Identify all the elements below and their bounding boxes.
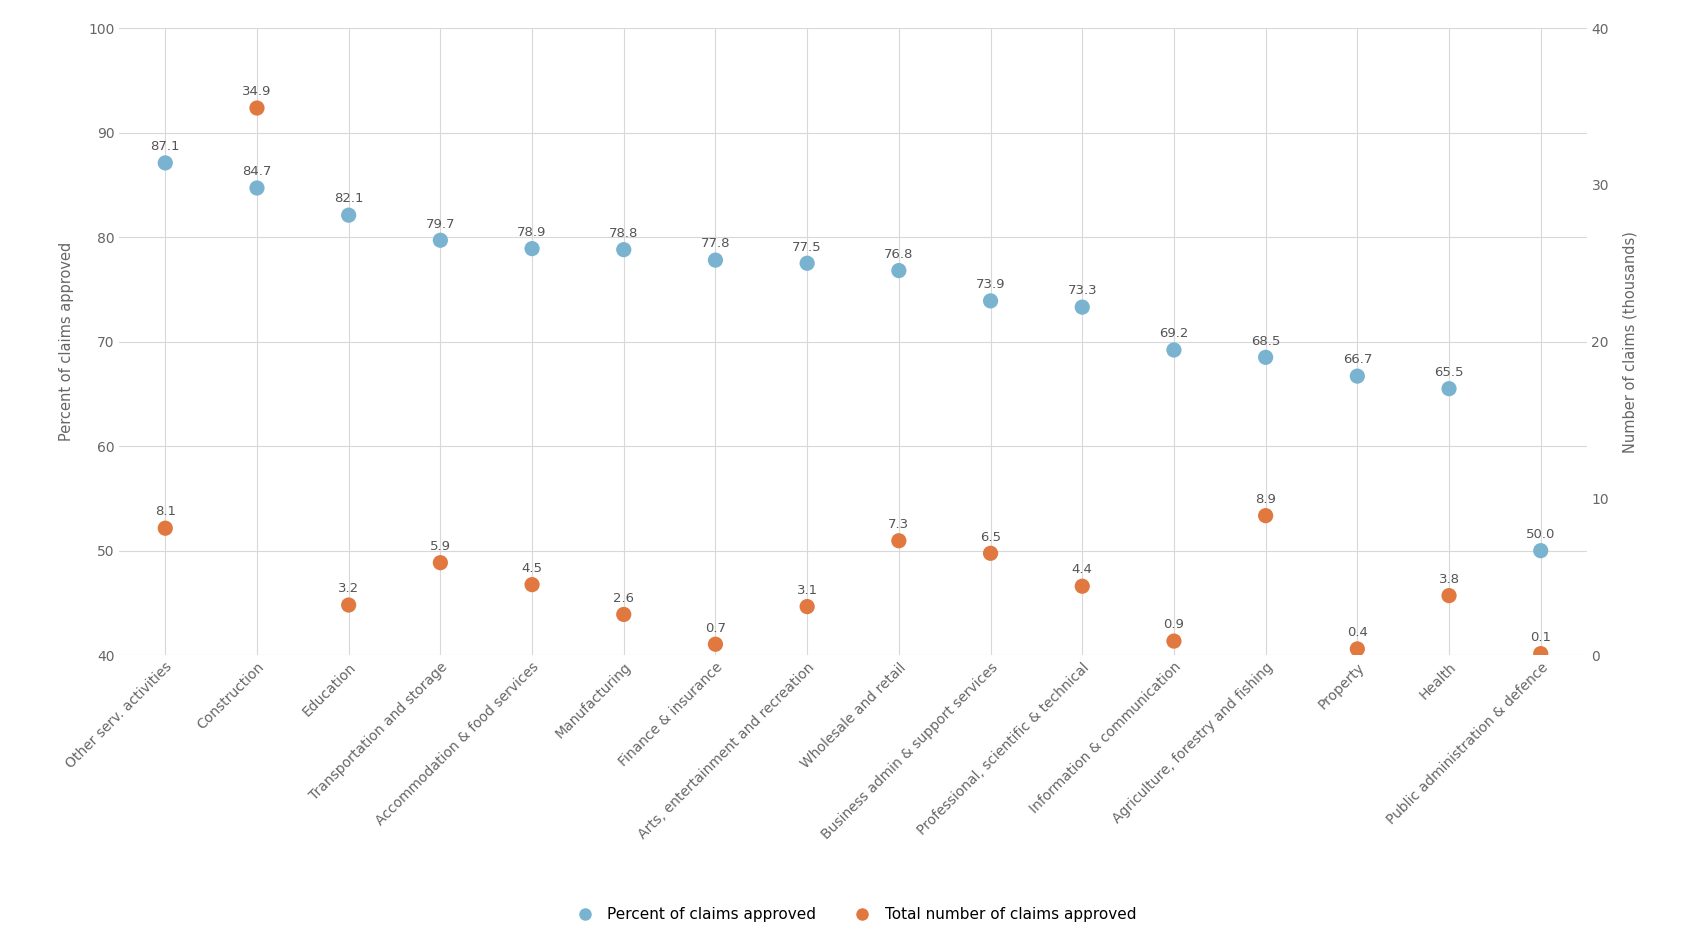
Text: 69.2: 69.2 bbox=[1159, 328, 1188, 341]
Text: 50.0: 50.0 bbox=[1526, 528, 1555, 541]
Percent of claims approved bbox=[426, 233, 454, 248]
Text: 0.7: 0.7 bbox=[704, 622, 726, 635]
Legend: Percent of claims approved, Total number of claims approved: Percent of claims approved, Total number… bbox=[563, 901, 1142, 929]
Percent of claims approved bbox=[1159, 343, 1187, 358]
Y-axis label: Number of claims (thousands): Number of claims (thousands) bbox=[1621, 230, 1637, 453]
Percent of claims approved bbox=[334, 208, 361, 223]
Text: 77.8: 77.8 bbox=[701, 238, 730, 251]
Percent of claims approved bbox=[701, 253, 728, 268]
Total number of claims approved bbox=[1067, 578, 1095, 593]
Total number of claims approved bbox=[1344, 641, 1371, 656]
Percent of claims approved bbox=[793, 256, 820, 271]
Total number of claims approved bbox=[1434, 588, 1461, 603]
Total number of claims approved bbox=[334, 597, 361, 612]
Text: 8.1: 8.1 bbox=[155, 505, 176, 519]
Percent of claims approved bbox=[518, 241, 546, 256]
Percent of claims approved bbox=[1434, 381, 1461, 396]
Total number of claims approved bbox=[518, 578, 546, 592]
Total number of claims approved bbox=[610, 607, 638, 622]
Text: 84.7: 84.7 bbox=[242, 166, 271, 178]
Text: 77.5: 77.5 bbox=[791, 241, 822, 254]
Total number of claims approved bbox=[152, 520, 179, 535]
Total number of claims approved bbox=[244, 100, 271, 115]
Text: 34.9: 34.9 bbox=[242, 85, 271, 98]
Text: 3.1: 3.1 bbox=[796, 584, 817, 597]
Text: 3.8: 3.8 bbox=[1437, 573, 1459, 586]
Text: 73.9: 73.9 bbox=[975, 278, 1004, 291]
Text: 66.7: 66.7 bbox=[1342, 354, 1371, 366]
Total number of claims approved bbox=[701, 636, 728, 651]
Total number of claims approved bbox=[1251, 508, 1279, 523]
Text: 2.6: 2.6 bbox=[612, 592, 634, 605]
Text: 79.7: 79.7 bbox=[425, 217, 455, 230]
Text: 0.9: 0.9 bbox=[1163, 619, 1183, 632]
Percent of claims approved bbox=[1526, 543, 1553, 558]
Total number of claims approved bbox=[977, 546, 1004, 561]
Percent of claims approved bbox=[885, 263, 912, 278]
Percent of claims approved bbox=[1067, 300, 1095, 314]
Total number of claims approved bbox=[426, 555, 454, 570]
Text: 78.8: 78.8 bbox=[609, 227, 638, 240]
Total number of claims approved bbox=[885, 534, 912, 548]
Text: 73.3: 73.3 bbox=[1067, 285, 1096, 298]
Text: 4.5: 4.5 bbox=[522, 562, 542, 575]
Percent of claims approved bbox=[1251, 350, 1279, 365]
Text: 0.1: 0.1 bbox=[1529, 631, 1550, 644]
Text: 5.9: 5.9 bbox=[430, 540, 450, 553]
Percent of claims approved bbox=[152, 155, 179, 170]
Text: 7.3: 7.3 bbox=[888, 518, 909, 531]
Total number of claims approved bbox=[1159, 634, 1187, 649]
Percent of claims approved bbox=[610, 242, 638, 257]
Text: 87.1: 87.1 bbox=[150, 140, 181, 154]
Text: 0.4: 0.4 bbox=[1347, 626, 1367, 639]
Y-axis label: Percent of claims approved: Percent of claims approved bbox=[60, 242, 75, 441]
Text: 65.5: 65.5 bbox=[1434, 366, 1463, 379]
Total number of claims approved bbox=[793, 599, 820, 614]
Text: 6.5: 6.5 bbox=[979, 531, 1001, 544]
Percent of claims approved bbox=[977, 293, 1004, 308]
Percent of claims approved bbox=[244, 181, 271, 196]
Text: 76.8: 76.8 bbox=[883, 248, 912, 261]
Percent of claims approved bbox=[1344, 369, 1371, 384]
Text: 4.4: 4.4 bbox=[1071, 563, 1091, 577]
Text: 78.9: 78.9 bbox=[517, 226, 546, 239]
Text: 8.9: 8.9 bbox=[1255, 493, 1275, 506]
Text: 68.5: 68.5 bbox=[1250, 334, 1279, 347]
Total number of claims approved bbox=[1526, 646, 1553, 661]
Text: 3.2: 3.2 bbox=[338, 582, 360, 595]
Text: 82.1: 82.1 bbox=[334, 193, 363, 205]
